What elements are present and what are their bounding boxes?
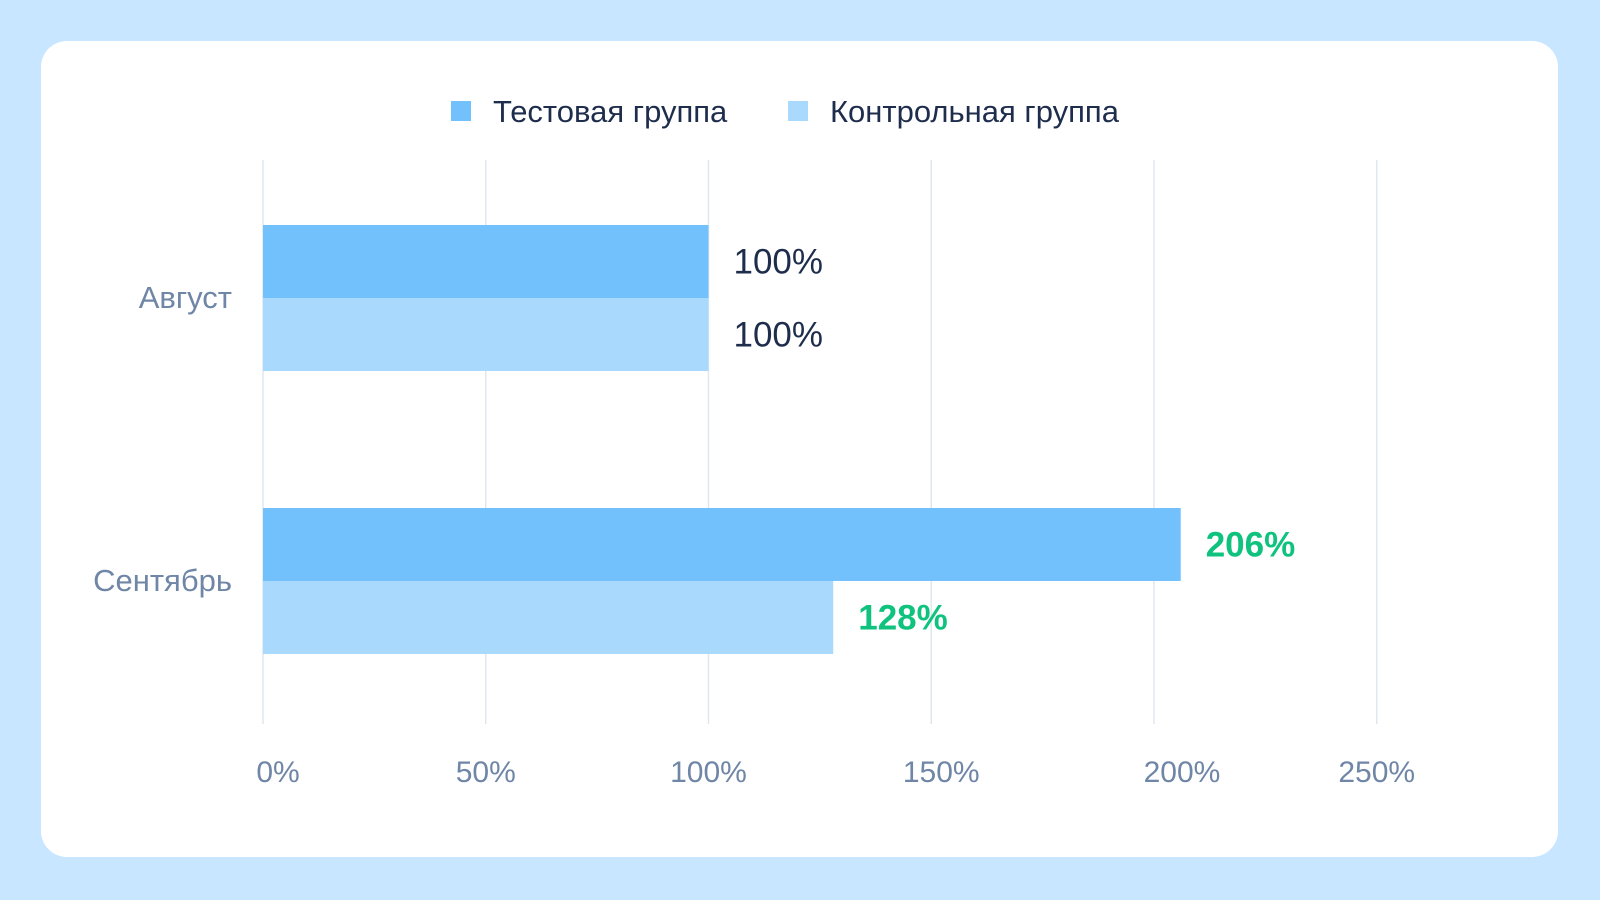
x-tick-label-2: 100%: [670, 756, 747, 789]
category-label-1: Сентябрь: [93, 563, 232, 598]
bar-control-1: [263, 581, 834, 654]
bars: [263, 225, 1181, 654]
value-label-control-0: 100%: [734, 316, 824, 355]
x-tick-label-0: 0%: [256, 756, 299, 789]
value-label-test-1: 206%: [1206, 526, 1296, 565]
bar-test-1: [263, 508, 1181, 581]
x-tick-labels: 0% 50% 100% 150% 200% 250%: [256, 756, 1415, 789]
chart-card: [41, 41, 1558, 857]
x-tick-label-5: 250%: [1338, 756, 1415, 789]
legend-swatch-control: [788, 101, 808, 121]
value-label-test-0: 100%: [734, 243, 824, 282]
x-tick-label-1: 50%: [456, 756, 516, 789]
category-labels: Август Сентябрь: [93, 280, 232, 598]
legend: Тестовая группа Контрольная группа: [451, 94, 1120, 129]
x-tick-label-4: 200%: [1144, 756, 1221, 789]
value-label-control-1: 128%: [858, 599, 948, 638]
legend-label-control: Контрольная группа: [830, 94, 1120, 129]
category-label-0: Август: [139, 280, 232, 315]
legend-label-test: Тестовая группа: [493, 94, 728, 129]
x-tick-label-3: 150%: [903, 756, 980, 789]
legend-swatch-test: [451, 101, 471, 121]
bar-test-0: [263, 225, 709, 298]
value-labels: 100% 206% 100% 128%: [734, 243, 1296, 638]
bar-control-0: [263, 298, 709, 371]
